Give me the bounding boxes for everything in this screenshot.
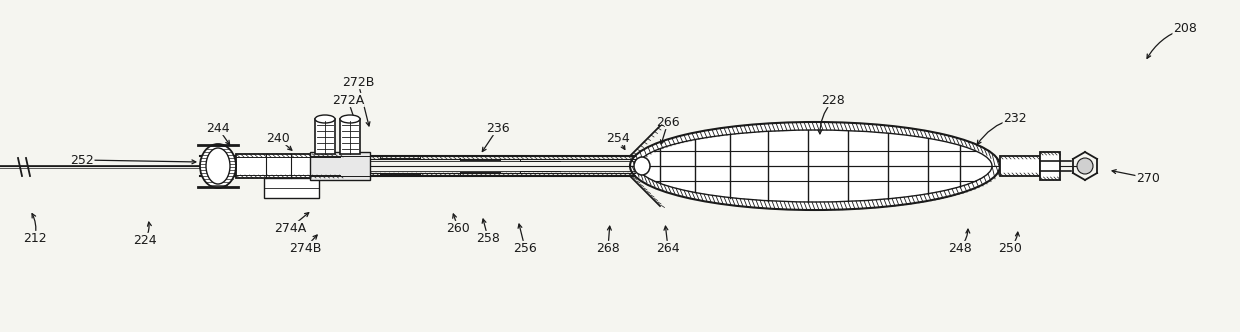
Bar <box>340 119 360 154</box>
Ellipse shape <box>634 157 650 175</box>
Text: 274A: 274A <box>274 221 306 234</box>
Bar <box>310 152 370 180</box>
Text: 272B: 272B <box>342 75 374 89</box>
Text: 224: 224 <box>133 233 156 246</box>
Text: 256: 256 <box>513 241 537 255</box>
Text: 260: 260 <box>446 221 470 234</box>
Text: 264: 264 <box>656 241 680 255</box>
Text: 270: 270 <box>1136 172 1159 185</box>
Text: 252: 252 <box>71 153 94 167</box>
Circle shape <box>1078 158 1092 174</box>
Ellipse shape <box>630 122 999 210</box>
Text: 248: 248 <box>949 241 972 255</box>
Ellipse shape <box>340 115 360 123</box>
Text: 212: 212 <box>24 231 47 244</box>
Ellipse shape <box>200 144 236 188</box>
Text: 266: 266 <box>656 116 680 128</box>
Text: 236: 236 <box>486 122 510 134</box>
Bar <box>999 156 1040 176</box>
Text: 208: 208 <box>1173 22 1197 35</box>
Text: 240: 240 <box>267 131 290 144</box>
Bar <box>315 119 335 154</box>
Text: 228: 228 <box>821 94 844 107</box>
Text: 244: 244 <box>206 122 229 134</box>
Text: 272A: 272A <box>332 94 365 107</box>
Text: 250: 250 <box>998 241 1022 255</box>
Ellipse shape <box>315 115 335 123</box>
Text: 232: 232 <box>1003 112 1027 124</box>
Text: 258: 258 <box>476 231 500 244</box>
Text: 274B: 274B <box>289 241 321 255</box>
Text: 268: 268 <box>596 241 620 255</box>
Bar <box>264 178 319 198</box>
Bar <box>1040 152 1060 180</box>
Bar <box>236 154 340 178</box>
Ellipse shape <box>206 148 229 184</box>
Text: 254: 254 <box>606 131 630 144</box>
Ellipse shape <box>639 130 992 202</box>
